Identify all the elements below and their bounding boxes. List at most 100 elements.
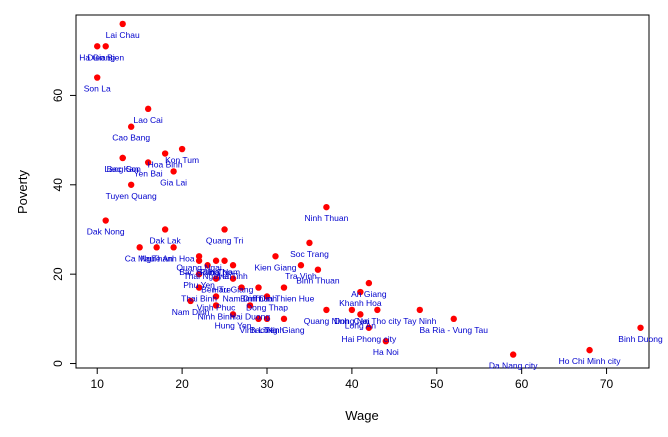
data-label: Vinh Phuc bbox=[197, 303, 236, 313]
y-tick-label: 0 bbox=[51, 360, 65, 367]
data-point bbox=[119, 154, 126, 162]
data-point bbox=[229, 262, 237, 269]
data-label: Quang Ninh bbox=[304, 316, 350, 326]
data-point bbox=[144, 105, 152, 113]
data-label: Kien Giang bbox=[254, 262, 296, 272]
data-label: Dong Thap bbox=[246, 303, 288, 313]
data-point bbox=[187, 297, 194, 305]
data-point bbox=[323, 203, 330, 211]
data-point bbox=[212, 257, 220, 264]
data-point bbox=[204, 262, 211, 269]
data-point bbox=[263, 315, 271, 323]
data-point bbox=[365, 279, 373, 287]
data-label: Binh Thuan bbox=[296, 276, 340, 286]
data-point bbox=[144, 159, 152, 166]
data-point bbox=[314, 266, 322, 273]
data-label: Dak Lak bbox=[150, 235, 182, 245]
data-label: Ho Chi Minh city bbox=[559, 356, 622, 366]
data-label: Ba Ria - Vung Tau bbox=[419, 325, 488, 335]
data-label: Phu Tho bbox=[200, 267, 232, 277]
data-point bbox=[195, 253, 203, 260]
data-point bbox=[212, 293, 220, 300]
data-label: Nam Dinh bbox=[223, 294, 261, 304]
data-points bbox=[94, 20, 644, 358]
x-tick-label: 10 bbox=[91, 377, 105, 391]
data-point bbox=[357, 311, 364, 318]
data-point bbox=[195, 270, 203, 278]
data-point bbox=[357, 288, 364, 296]
data-label: Hung Yen bbox=[215, 320, 252, 330]
data-label: Tra Vinh bbox=[285, 271, 317, 281]
data-point bbox=[119, 20, 126, 28]
data-point bbox=[280, 315, 288, 323]
data-point bbox=[306, 239, 313, 247]
data-point bbox=[195, 257, 203, 264]
data-point bbox=[348, 306, 356, 314]
data-label: Thai Nguyen bbox=[183, 271, 231, 281]
data-label: Phu Yen bbox=[183, 280, 215, 290]
data-point bbox=[637, 324, 644, 331]
data-label: Hau Giang bbox=[213, 285, 254, 295]
data-point bbox=[212, 275, 220, 282]
data-label: Dak Nong bbox=[87, 227, 125, 237]
data-point bbox=[416, 306, 423, 314]
y-tick-label: 60 bbox=[51, 88, 65, 102]
data-label: Dien Bien bbox=[87, 52, 124, 62]
data-label: Can Tho city bbox=[354, 316, 402, 326]
data-label: Hai Phong city bbox=[341, 334, 397, 344]
data-point bbox=[102, 217, 109, 224]
data-point bbox=[382, 337, 390, 345]
data-label: Ca Mau bbox=[125, 253, 155, 263]
data-label: Nghe An bbox=[140, 253, 173, 263]
data-point bbox=[255, 284, 262, 291]
data-point bbox=[170, 244, 177, 251]
x-tick-label: 50 bbox=[430, 377, 444, 391]
data-label: Ninh Thuan bbox=[305, 213, 349, 223]
data-label: Soc Trang bbox=[290, 249, 329, 259]
data-label: Thanh Hoa bbox=[153, 253, 195, 263]
data-label: Binh Duong bbox=[618, 334, 663, 344]
data-label: Bac Giang bbox=[179, 267, 219, 277]
data-point bbox=[255, 315, 262, 323]
data-point bbox=[212, 302, 220, 309]
data-point bbox=[136, 244, 143, 251]
data-label: Quang Ngai bbox=[176, 262, 221, 272]
data-point bbox=[365, 324, 373, 331]
data-point bbox=[263, 293, 271, 300]
y-axis: 0 20 40 60 bbox=[51, 88, 77, 367]
data-label: Hoa Binh bbox=[148, 160, 183, 170]
x-axis: 10 20 30 40 50 60 70 bbox=[91, 367, 614, 391]
data-label: Yen Bai bbox=[134, 168, 163, 178]
data-label: Bac Kan bbox=[107, 164, 139, 174]
data-point bbox=[195, 284, 203, 291]
data-label: Bac Ninh bbox=[250, 325, 285, 335]
data-label: Tay Ninh bbox=[403, 316, 436, 326]
data-point bbox=[94, 74, 101, 81]
data-label: Ninh Binh bbox=[198, 311, 235, 321]
data-point bbox=[229, 311, 237, 318]
data-label: Lang Son bbox=[104, 164, 141, 174]
data-point bbox=[161, 226, 169, 233]
data-label: Nam Dinh bbox=[172, 307, 210, 317]
data-label: Dong Nai bbox=[334, 316, 370, 326]
data-label: Binh Dinh bbox=[240, 294, 277, 304]
data-label: Thua Thien Hue bbox=[254, 294, 315, 304]
x-axis-title: Wage bbox=[345, 408, 378, 423]
y-tick-label: 20 bbox=[51, 267, 65, 281]
data-label: Hai Duong bbox=[230, 311, 270, 321]
data-point bbox=[509, 351, 517, 358]
x-tick-label: 40 bbox=[345, 377, 359, 391]
data-point bbox=[374, 306, 381, 314]
x-tick-label: 60 bbox=[515, 377, 529, 391]
data-point bbox=[127, 181, 135, 188]
data-label: Ha Giang bbox=[79, 52, 115, 62]
data-label: Gia Lai bbox=[160, 177, 187, 187]
data-point bbox=[297, 262, 305, 269]
data-label: Ha Nam bbox=[209, 267, 240, 277]
data-point bbox=[246, 302, 254, 309]
data-label: An Giang bbox=[351, 289, 387, 299]
data-point bbox=[153, 244, 160, 251]
data-point bbox=[161, 150, 169, 157]
